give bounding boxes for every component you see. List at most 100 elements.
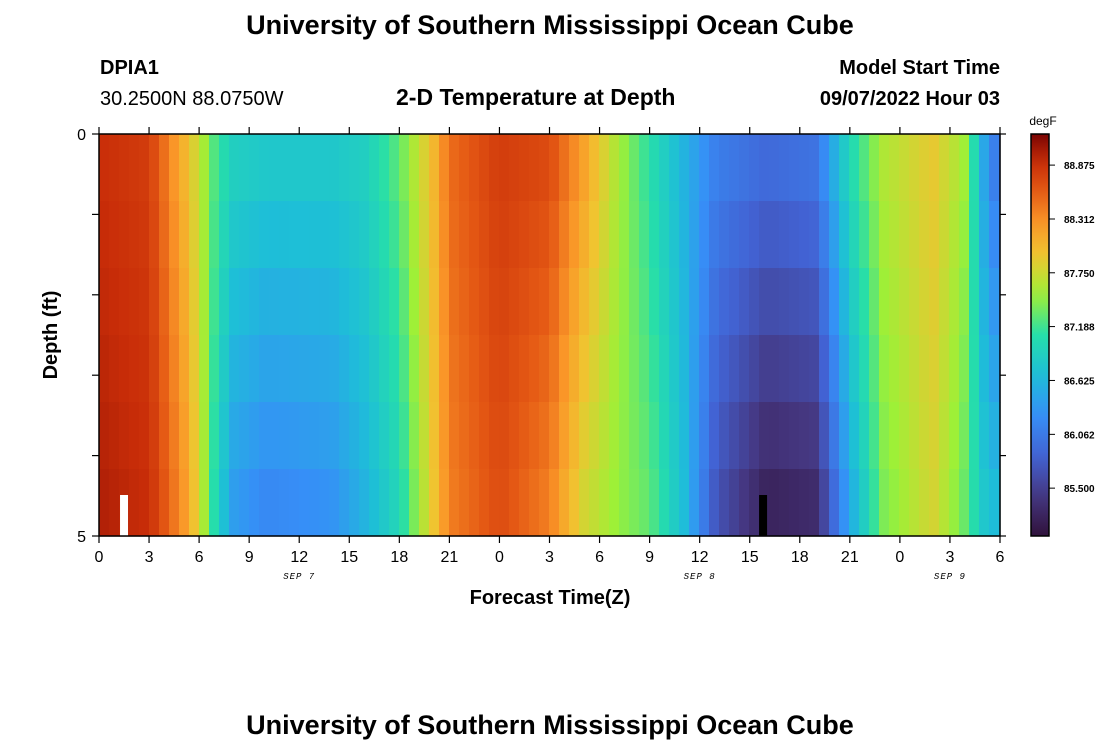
heatmap-cell (489, 134, 500, 202)
heatmap-cell (159, 335, 170, 403)
heatmap-cell (389, 335, 400, 403)
heatmap-cell (709, 201, 720, 269)
heatmap-cell (249, 469, 260, 537)
heatmap-cell (129, 268, 140, 336)
heatmap-cell (409, 335, 420, 403)
heatmap-cell (629, 335, 640, 403)
heatmap-cell (929, 201, 940, 269)
heatmap-cell (219, 134, 230, 202)
heatmap-cell (159, 402, 170, 470)
heatmap-cell (99, 469, 110, 537)
heatmap-cell (519, 335, 530, 403)
heatmap-cell (739, 201, 750, 269)
heatmap-cell (119, 402, 130, 470)
heatmap-cell (689, 268, 700, 336)
heatmap-cell (919, 134, 930, 202)
heatmap-cell (609, 201, 620, 269)
heatmap-cell (119, 268, 130, 336)
heatmap-cell (569, 335, 580, 403)
heatmap-cell (889, 201, 900, 269)
heatmap-cell (989, 201, 1000, 269)
heatmap-cell (529, 469, 540, 537)
heatmap-cell (559, 402, 570, 470)
heatmap-cell (799, 201, 810, 269)
heatmap-cell (799, 402, 810, 470)
x-tick-label: 21 (841, 549, 859, 566)
heatmap-cell (109, 335, 120, 403)
x-tick-label: 6 (996, 549, 1005, 566)
heatmap-cell (359, 134, 370, 202)
heatmap-cell (859, 335, 870, 403)
heatmap-cell (879, 469, 890, 537)
heatmap-cell (379, 469, 390, 537)
heatmap-cell (339, 134, 350, 202)
heatmap-cell (729, 268, 740, 336)
heatmap-cell (589, 201, 600, 269)
heatmap-cell (319, 335, 330, 403)
heatmap-cell (579, 335, 590, 403)
heatmap-cell (259, 134, 270, 202)
heatmap-cell (769, 134, 780, 202)
heatmap-cell (899, 469, 910, 537)
heatmap-cell (949, 335, 960, 403)
heatmap-cell (669, 469, 680, 537)
heatmap-cell (289, 335, 300, 403)
heatmap-cell (669, 134, 680, 202)
heatmap-cell (539, 335, 550, 403)
heatmap-cell (639, 402, 650, 470)
heatmap-cell (609, 268, 620, 336)
x-tick-label: 9 (645, 549, 654, 566)
heatmap-cell (649, 335, 660, 403)
heatmap-cell (449, 268, 460, 336)
x-tick-label: 12 (691, 549, 709, 566)
heatmap-cell (519, 268, 530, 336)
heatmap-cell (829, 268, 840, 336)
heatmap-cell (869, 268, 880, 336)
heatmap-cell (899, 268, 910, 336)
heatmap-cell (299, 469, 310, 537)
heatmap-cell (489, 469, 500, 537)
heatmap-cell (549, 268, 560, 336)
heatmap-cell (899, 402, 910, 470)
heatmap-cell (569, 134, 580, 202)
heatmap-cell (789, 268, 800, 336)
heatmap-cell (159, 134, 170, 202)
heatmap-cell (809, 335, 820, 403)
heatmap-cell (349, 469, 360, 537)
heatmap-cell (269, 134, 280, 202)
heatmap-cell (759, 402, 770, 470)
heatmap-cell (879, 201, 890, 269)
heatmap-cell (469, 268, 480, 336)
heatmap-cell (579, 469, 590, 537)
heatmap-cell (169, 268, 180, 336)
heatmap-cell (459, 335, 470, 403)
heatmap-cell (989, 402, 1000, 470)
heatmap-cell (749, 335, 760, 403)
heatmap-cell (339, 335, 350, 403)
heatmap-cell (339, 469, 350, 537)
heatmap-cell (899, 201, 910, 269)
heatmap-cell (259, 402, 270, 470)
heatmap-cell (179, 134, 190, 202)
heatmap-cell (859, 201, 870, 269)
heatmap-cell (479, 268, 490, 336)
heatmap-cell (439, 268, 450, 336)
model-start-value: 09/07/2022 Hour 03 (819, 88, 1000, 110)
heatmap-cell (259, 268, 270, 336)
heatmap-cell (769, 402, 780, 470)
heatmap-cell (339, 201, 350, 269)
station-id: DPIA1 (100, 57, 159, 79)
heatmap-cell (499, 402, 510, 470)
heatmap-cell (209, 134, 220, 202)
page-title: University of Southern Mississippi Ocean… (246, 10, 854, 40)
heatmap-cell (919, 469, 930, 537)
heatmap-cell (219, 402, 230, 470)
heatmap-cell (989, 335, 1000, 403)
heatmap-cell (589, 134, 600, 202)
heatmap-cell (139, 268, 150, 336)
heatmap-cell (429, 134, 440, 202)
heatmap-cell (129, 469, 140, 537)
heatmap-cell (449, 469, 460, 537)
heatmap-cell (479, 469, 490, 537)
heatmap-cell (629, 469, 640, 537)
